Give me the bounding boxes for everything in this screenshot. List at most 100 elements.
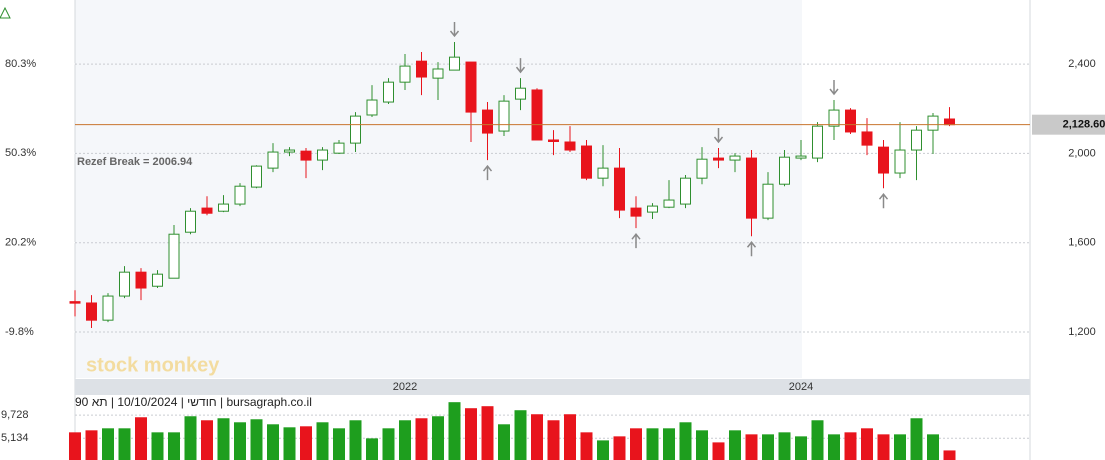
y-tick-label: 2,400 — [1068, 58, 1096, 70]
volume-bar — [927, 434, 939, 460]
volume-bar — [135, 417, 147, 460]
candle-body — [416, 60, 427, 78]
candle-body — [548, 139, 559, 142]
y2-tick-label: 80.3% — [5, 58, 36, 70]
candle-body — [333, 142, 345, 154]
signal-arrow — [829, 80, 839, 96]
volume-tick-label: 5,134 — [1, 432, 29, 444]
volume-bar — [432, 416, 444, 460]
corner-icon — [0, 6, 11, 19]
candle-body — [564, 141, 576, 151]
candle-body — [663, 199, 675, 208]
y2-tick-label: 20.2% — [5, 237, 36, 249]
volume-bar — [267, 424, 279, 460]
y-tick-label: 1,600 — [1068, 237, 1096, 249]
x-tick-label: 2024 — [789, 381, 813, 393]
volume-bar — [333, 428, 345, 460]
candle-body — [152, 273, 163, 287]
volume-bar — [795, 436, 807, 460]
candle-body — [234, 185, 246, 205]
candle-body — [350, 115, 361, 144]
candle-body — [465, 61, 477, 113]
volume-bar — [399, 420, 411, 460]
volume-bar — [415, 418, 428, 460]
volume-bar — [250, 419, 263, 460]
volume-bar — [316, 422, 329, 460]
volume-bar — [465, 408, 477, 460]
volume-bar — [283, 427, 296, 460]
volume-bar — [910, 418, 923, 460]
volume-bar — [547, 420, 560, 460]
signal-arrow — [449, 21, 460, 38]
candle-body — [795, 155, 807, 159]
volume-bar — [943, 450, 956, 460]
annotation: Rezef Break = 2006.94 — [77, 156, 193, 168]
candle-body — [119, 271, 130, 297]
candle-body — [647, 205, 658, 213]
volume-bar — [531, 414, 543, 460]
volume-bar — [630, 428, 642, 460]
y2-tick-label: 50.3% — [5, 147, 36, 159]
candle-body — [317, 149, 328, 161]
candle-body — [251, 165, 262, 188]
volume-bar — [382, 428, 395, 460]
candle-body — [482, 109, 493, 134]
y-tick-label: 2,000 — [1068, 147, 1096, 159]
volume-bar — [201, 420, 213, 460]
candle-body — [828, 109, 840, 127]
candle-body — [86, 302, 97, 321]
candle-body — [300, 150, 312, 161]
volume-bar — [168, 432, 180, 460]
volume-bar — [877, 434, 890, 460]
volume-bar — [729, 430, 741, 460]
candle-body — [762, 183, 774, 219]
candle-body — [185, 210, 196, 233]
volume-bar — [69, 432, 81, 460]
volume-bar — [745, 434, 758, 460]
signal-arrow — [515, 58, 526, 74]
x-axis-strip — [75, 379, 1030, 395]
candle-body — [135, 271, 147, 289]
volume-bar — [481, 406, 494, 460]
volume-bar — [234, 422, 246, 460]
candle-body — [911, 129, 922, 151]
volume-bar — [448, 402, 461, 460]
candle-body — [449, 56, 460, 71]
candle-body — [218, 203, 229, 212]
volume-bar — [151, 432, 164, 460]
candle-body — [630, 207, 642, 217]
candle-body — [597, 167, 609, 179]
last-price-box — [1032, 114, 1105, 135]
volume-bar — [300, 426, 312, 460]
candle-body — [861, 131, 873, 146]
plot-background-recent — [802, 0, 1030, 378]
last-price-label: 2,128.60 — [1063, 119, 1105, 131]
candle-body — [69, 301, 81, 304]
plot-background — [75, 0, 802, 378]
candle-body — [696, 158, 708, 179]
volume-bar — [564, 414, 576, 460]
candle-body — [944, 118, 955, 126]
volume-bar — [811, 420, 824, 460]
volume-bar — [514, 410, 527, 460]
candle-body — [581, 145, 592, 179]
volume-bar — [762, 434, 774, 460]
volume-bar — [102, 428, 114, 460]
volume-bar — [613, 436, 626, 460]
volume-tick-label: 9,728 — [1, 409, 29, 421]
candle-body — [845, 109, 856, 133]
volume-bar — [217, 418, 230, 460]
volume-bar — [663, 428, 675, 460]
candle-body — [680, 177, 691, 205]
footer: חודשי | 10/10/2024 | תא 90 | bursagraph.… — [75, 395, 312, 409]
signal-arrow — [631, 232, 641, 249]
candle-body — [102, 295, 114, 321]
candle-body — [515, 87, 526, 100]
candle-body — [399, 65, 411, 83]
candle-body — [614, 167, 625, 211]
candle-body — [878, 146, 889, 174]
candle-body — [168, 233, 180, 279]
y2-tick-label: -9.8% — [5, 326, 34, 338]
volume-bar — [597, 440, 609, 460]
